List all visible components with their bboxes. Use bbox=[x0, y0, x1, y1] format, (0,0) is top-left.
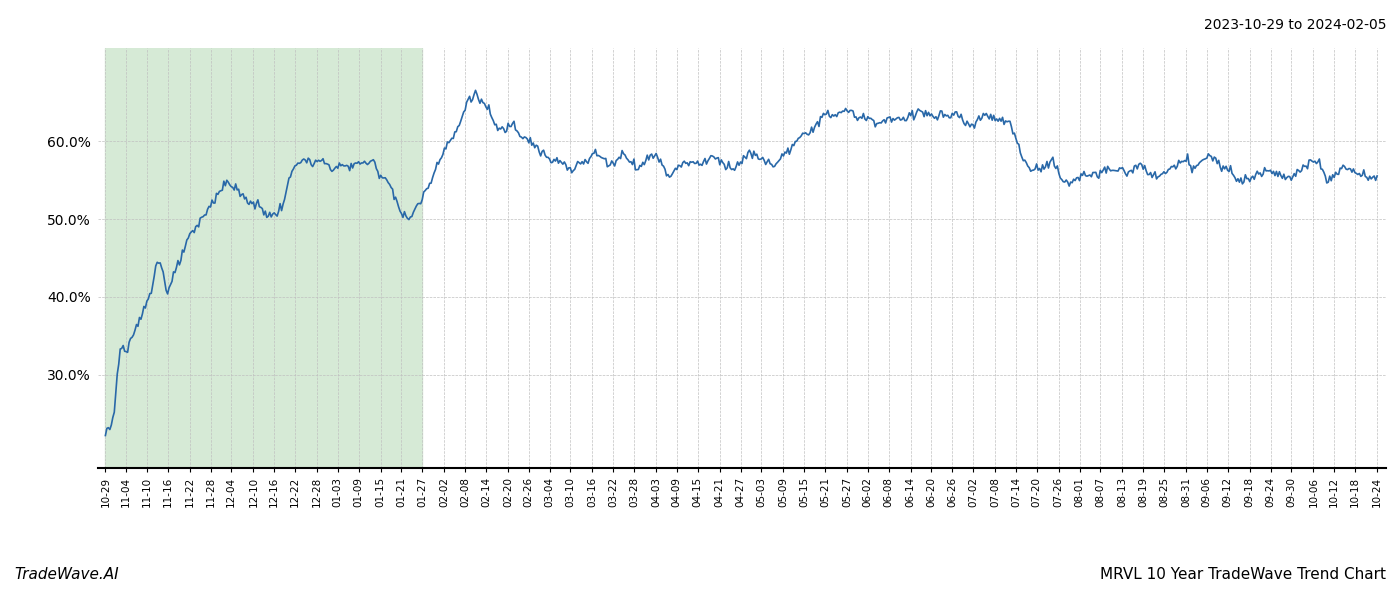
Bar bbox=[105, 48, 423, 468]
Text: 2023-10-29 to 2024-02-05: 2023-10-29 to 2024-02-05 bbox=[1204, 18, 1386, 32]
Text: TradeWave.AI: TradeWave.AI bbox=[14, 567, 119, 582]
Text: MRVL 10 Year TradeWave Trend Chart: MRVL 10 Year TradeWave Trend Chart bbox=[1100, 567, 1386, 582]
